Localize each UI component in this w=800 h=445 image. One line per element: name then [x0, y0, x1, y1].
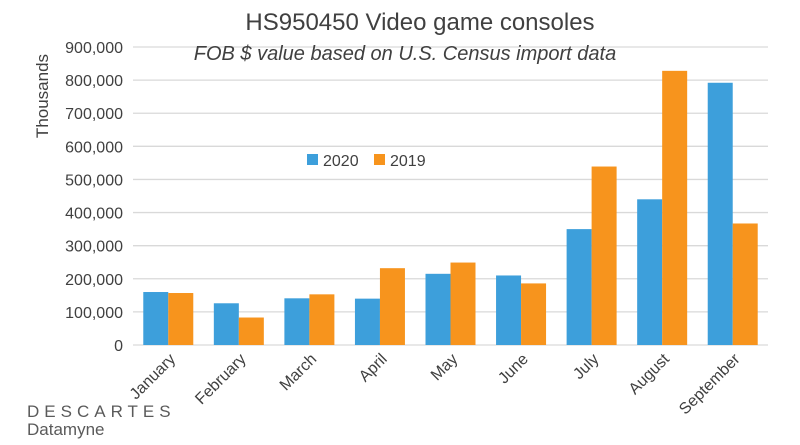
bar-2019-march — [309, 294, 335, 345]
bar-2020-january — [143, 292, 169, 345]
chart-subtitle: FOB $ value based on U.S. Census import … — [194, 43, 616, 65]
bar-2020-september — [707, 82, 733, 345]
bar-2019-july — [591, 166, 617, 345]
logo-line2: Datamyne — [27, 420, 105, 439]
bar-2019-april — [379, 268, 405, 345]
x-tick-label: June — [495, 351, 532, 388]
y-tick-label: 900,000 — [65, 40, 123, 57]
bar-2019-january — [168, 293, 194, 345]
x-tick-label: January — [127, 351, 179, 403]
bar-2019-june — [521, 283, 547, 345]
y-tick-label: 200,000 — [65, 272, 123, 289]
x-tick-label: August — [626, 350, 674, 398]
x-tick-label: April — [356, 351, 391, 386]
y-axis-label: Thousands — [33, 54, 52, 138]
bar-2020-june — [496, 275, 522, 345]
bar-2020-august — [637, 199, 663, 345]
descartes-datamyne-logo: DESCARTES Datamyne — [27, 402, 176, 440]
y-tick-label: 100,000 — [65, 305, 123, 322]
chart-title: HS950450 Video game consoles — [245, 9, 594, 36]
y-tick-label: 800,000 — [65, 73, 123, 90]
y-tick-label: 600,000 — [65, 139, 123, 156]
bar-2020-march — [284, 298, 310, 345]
y-tick-label: 300,000 — [65, 239, 123, 256]
y-tick-label: 400,000 — [65, 206, 123, 223]
bar-2019-september — [732, 223, 758, 345]
y-tick-label: 0 — [114, 338, 123, 355]
legend-swatch-2019 — [374, 154, 385, 165]
legend-label-2020: 2020 — [323, 153, 359, 170]
bar-2020-july — [566, 229, 592, 345]
x-tick-label: September — [676, 350, 744, 418]
x-tick-label: May — [428, 351, 461, 384]
x-tick-label: February — [192, 351, 249, 408]
legend-label-2019: 2019 — [390, 153, 426, 170]
x-tick-label: July — [570, 351, 602, 383]
logo-line1: DESCARTES — [27, 402, 176, 421]
x-tick-label: March — [277, 351, 320, 394]
bar-2019-may — [450, 262, 476, 345]
bar-2019-august — [662, 70, 688, 345]
bar-2020-may — [425, 273, 451, 345]
legend-swatch-2020 — [307, 154, 318, 165]
y-tick-label: 700,000 — [65, 106, 123, 123]
y-tick-label: 500,000 — [65, 172, 123, 189]
bar-2019-february — [238, 317, 264, 345]
bar-2020-april — [354, 298, 380, 345]
bar-2020-february — [213, 303, 239, 345]
